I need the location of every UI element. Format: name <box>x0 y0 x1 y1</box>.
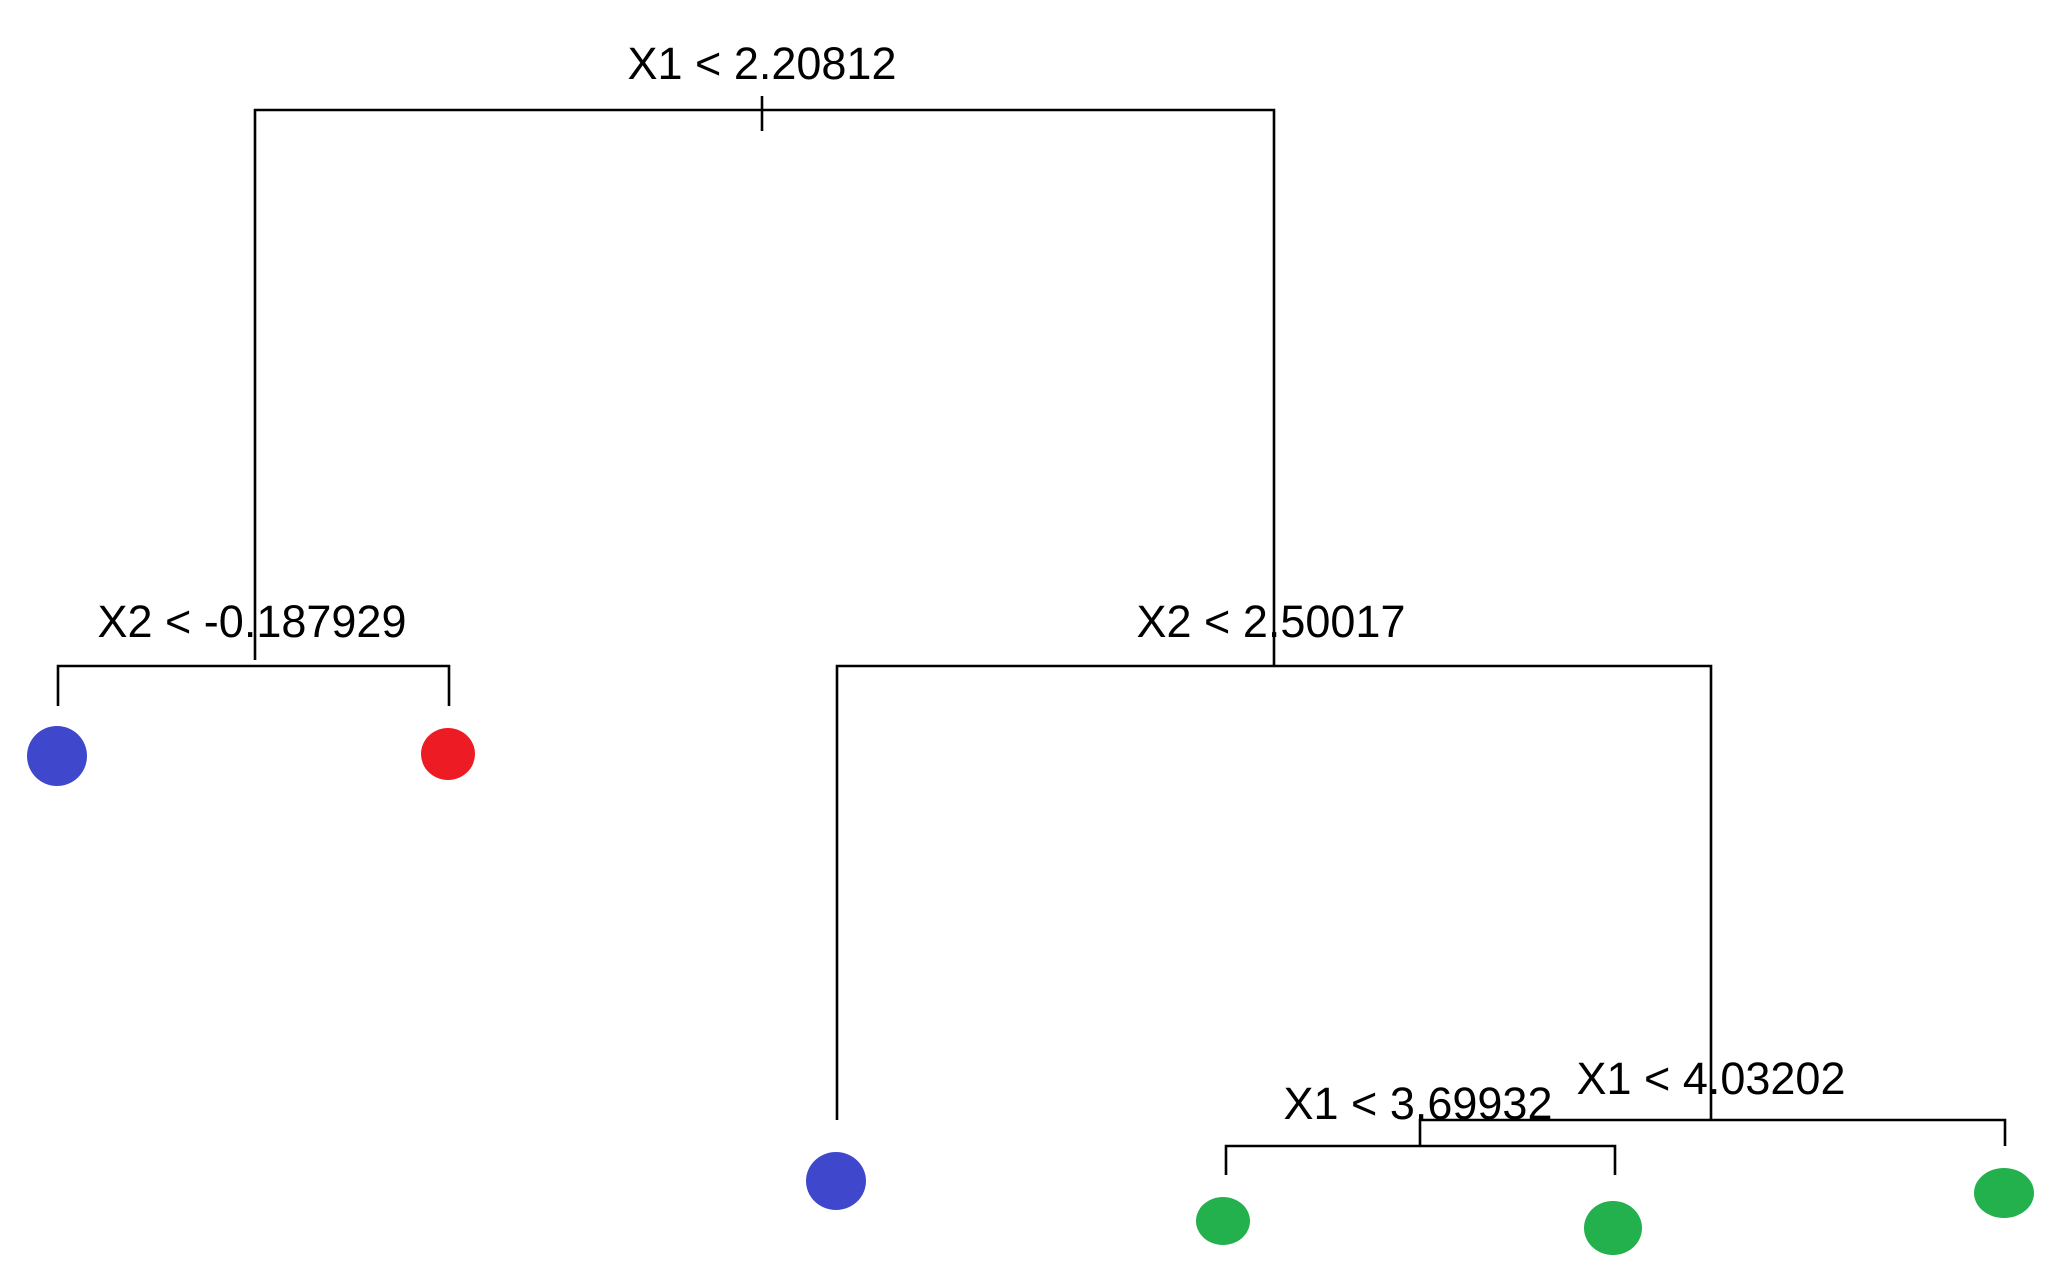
split-label-right-right: X1 < 4.03202 <box>1577 1053 1846 1104</box>
split-label-root: X1 < 2.20812 <box>628 38 897 89</box>
leaf-node-green <box>1196 1197 1250 1245</box>
leaf-node-blue <box>27 726 87 786</box>
leaf-node-green <box>1974 1168 2034 1218</box>
split-label-left: X2 < -0.187929 <box>97 596 406 647</box>
leaf-node-red <box>421 728 475 780</box>
split-right: X2 < 2.50017 <box>835 596 1713 1120</box>
edge-root <box>253 108 1276 665</box>
edge-right-right-left <box>1224 1144 1617 1175</box>
edge-left <box>56 664 451 706</box>
split-right-right-left: X1 < 3.69932 <box>1224 1078 1617 1175</box>
split-left: X2 < -0.187929 <box>56 596 451 706</box>
split-label-right: X2 < 2.50017 <box>1137 596 1406 647</box>
split-right-right: X1 < 4.03202 <box>1418 1053 2007 1146</box>
leaf-node-blue <box>806 1152 866 1210</box>
edge-right-right <box>1418 1118 2007 1146</box>
edge-right <box>835 664 1713 1120</box>
leaf-node-green <box>1584 1201 1642 1255</box>
split-root: X1 < 2.20812 <box>253 38 1276 665</box>
split-label-right-right-left: X1 < 3.69932 <box>1284 1078 1553 1129</box>
